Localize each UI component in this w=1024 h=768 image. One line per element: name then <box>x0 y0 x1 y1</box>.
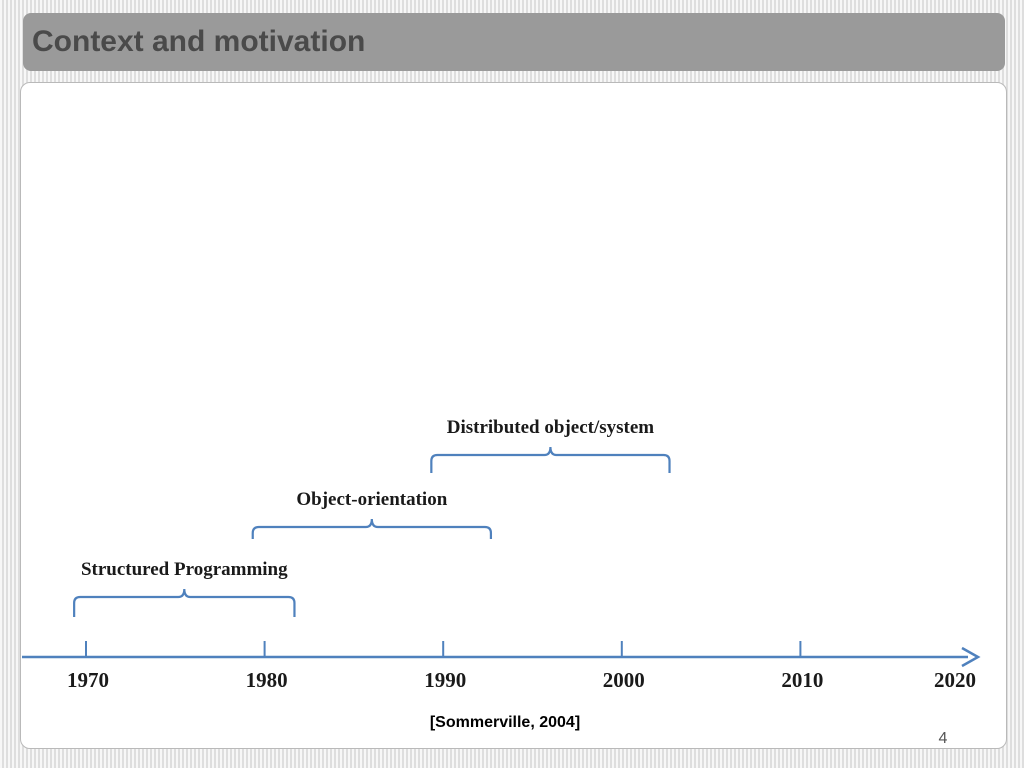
era-bracket-3 <box>430 446 671 473</box>
tick-label-2010: 2010 <box>781 668 823 692</box>
era-bracket-1 <box>73 588 296 617</box>
tick-label-1970: 1970 <box>67 668 109 692</box>
slide-content-panel <box>20 82 1007 749</box>
timeline-eras: Structured Programming Object-orientation… <box>73 417 671 617</box>
timeline-arrowhead <box>961 646 981 668</box>
era-bracket-2 <box>251 518 493 539</box>
citation: [Sommerville, 2004] <box>429 714 581 731</box>
slide-title-bar: Context and motivation <box>23 13 1005 71</box>
tick-label-2020: 2020 <box>934 668 976 692</box>
era-label-1: Structured Programming <box>81 559 288 580</box>
tick-label-2000: 2000 <box>603 668 645 692</box>
slide-title: Context and motivation <box>32 25 366 58</box>
era-label-3: Distributed object/system <box>447 417 655 438</box>
era-label-2: Object-orientation <box>296 489 447 510</box>
tick-label-1980: 1980 <box>246 668 288 692</box>
timeline-ticks: 1970 1980 1990 2000 2010 2020 <box>67 641 976 692</box>
page-number: 4 <box>938 730 948 747</box>
tick-label-1990: 1990 <box>424 668 466 692</box>
